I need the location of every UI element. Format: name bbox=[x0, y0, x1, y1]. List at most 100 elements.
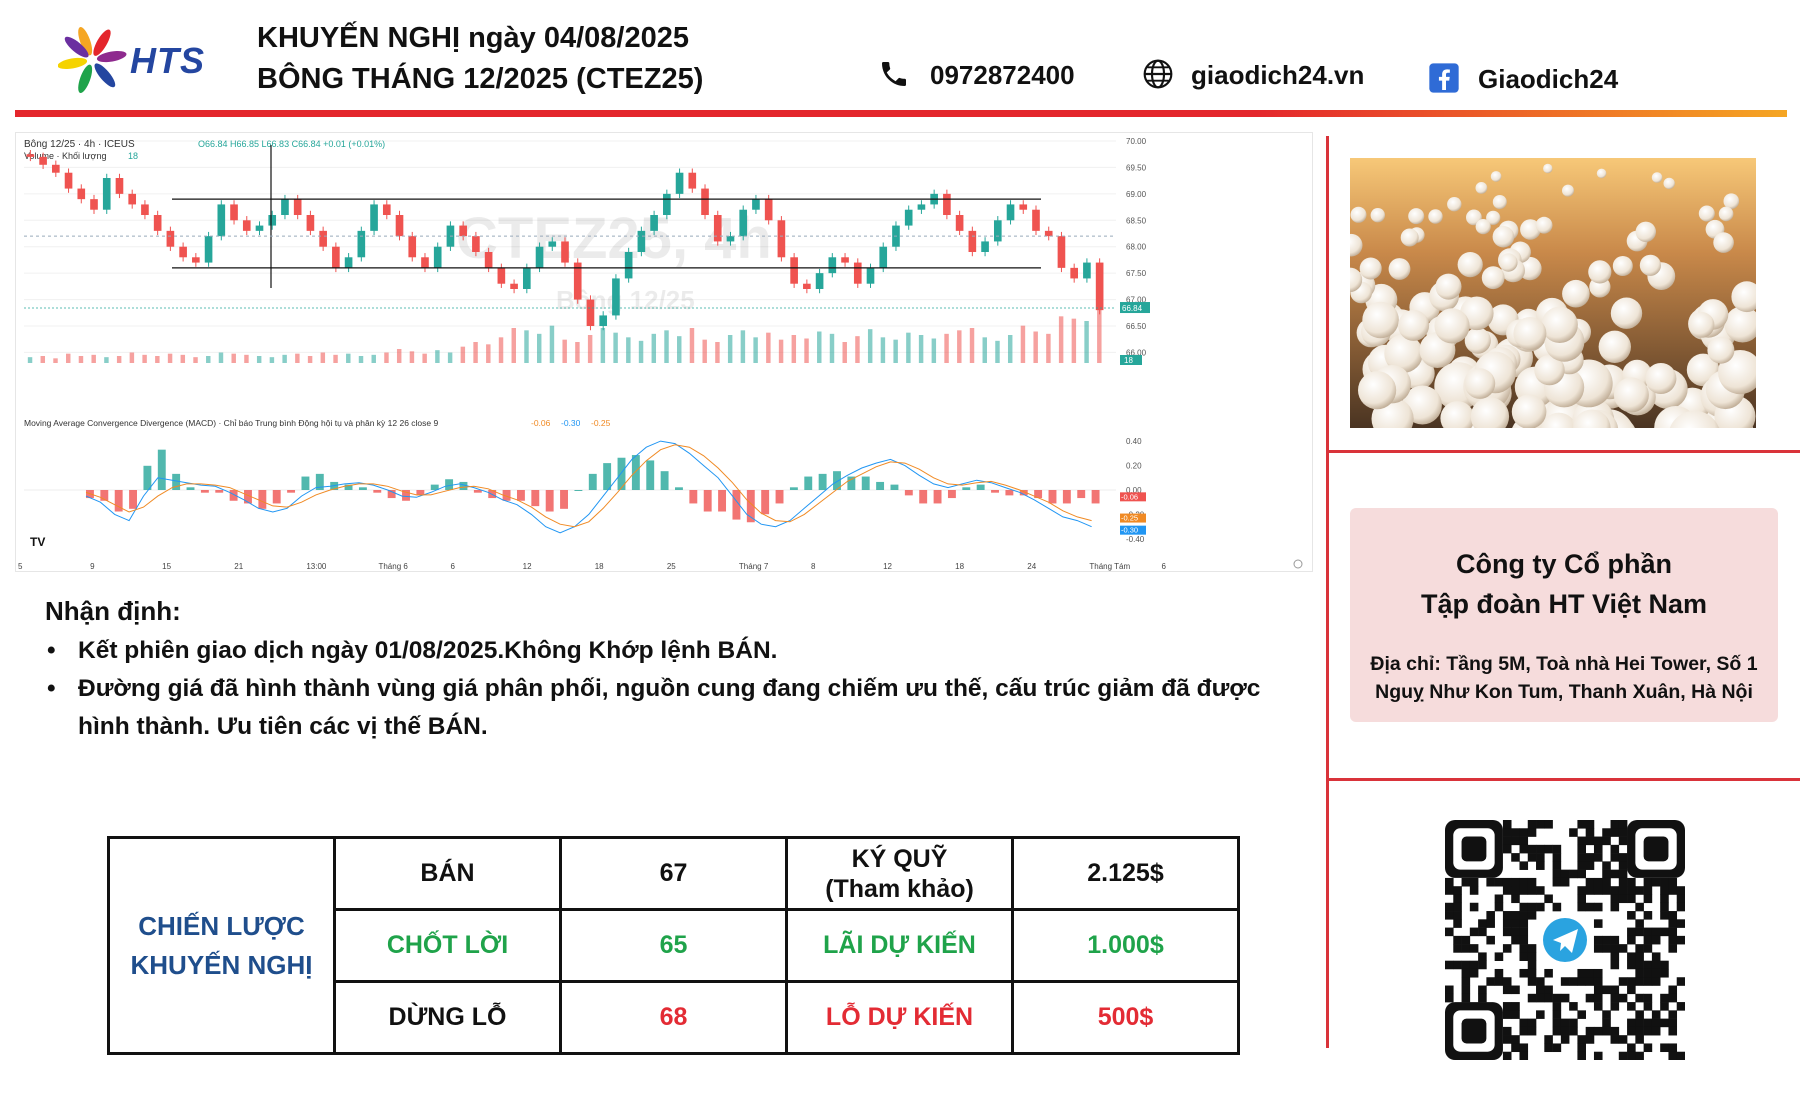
cotton-ball bbox=[1388, 258, 1411, 280]
qr-module bbox=[1618, 1035, 1628, 1044]
qr-module bbox=[1593, 844, 1603, 854]
qr-module bbox=[1651, 1026, 1661, 1036]
cotton-ball bbox=[1513, 317, 1547, 350]
qr-module bbox=[1643, 1043, 1653, 1053]
cotton-ball bbox=[1562, 279, 1590, 308]
macd-histogram-bar bbox=[1034, 490, 1043, 499]
price-tick-label: 69.50 bbox=[1126, 163, 1147, 172]
telegram-qr-code[interactable] bbox=[1445, 820, 1686, 1061]
volume-bar bbox=[715, 342, 720, 363]
candle-body bbox=[522, 267, 531, 289]
cotton-ball bbox=[1713, 232, 1734, 253]
qr-module bbox=[1527, 820, 1537, 829]
candle-body bbox=[981, 241, 989, 252]
qr-module bbox=[1527, 968, 1537, 978]
cotton-ball bbox=[1511, 394, 1547, 428]
chart-watermark: CTEZ25, 4h bbox=[456, 206, 772, 271]
qr-module bbox=[1660, 968, 1669, 978]
qr-module bbox=[1635, 944, 1644, 953]
candle-body bbox=[841, 257, 849, 263]
qr-module bbox=[1552, 853, 1562, 862]
facebook-link[interactable]: Giaodich24 bbox=[1478, 64, 1619, 94]
volume-bar bbox=[740, 330, 746, 363]
volume-bar bbox=[371, 354, 376, 363]
volume-bar bbox=[638, 340, 644, 363]
x-tick-label: 13:00 bbox=[306, 562, 327, 571]
qr-module bbox=[1461, 960, 1471, 970]
qr-module bbox=[1519, 1051, 1529, 1061]
macd-tick-label: 0.40 bbox=[1126, 437, 1142, 446]
volume-bar bbox=[689, 328, 695, 363]
cotton-ball bbox=[1724, 306, 1756, 343]
qr-module bbox=[1627, 1018, 1636, 1028]
qr-module bbox=[1668, 1018, 1678, 1028]
macd-histogram-bar bbox=[114, 490, 123, 512]
candle-body bbox=[688, 172, 697, 189]
qr-module bbox=[1552, 861, 1562, 870]
volume-bar bbox=[957, 330, 962, 363]
volume-bar bbox=[1007, 335, 1013, 363]
phone-number[interactable]: 0972872400 bbox=[930, 60, 1075, 90]
qr-module bbox=[1635, 1051, 1644, 1061]
candle-body bbox=[115, 178, 124, 194]
qr-module bbox=[1527, 960, 1537, 970]
qr-module bbox=[1643, 993, 1653, 1003]
candle-body bbox=[408, 236, 417, 258]
volume-bar bbox=[626, 337, 631, 363]
qr-module bbox=[1494, 968, 1504, 978]
volume-bar bbox=[995, 340, 1000, 363]
qr-module bbox=[1585, 968, 1595, 978]
volume-bar bbox=[180, 354, 186, 363]
candle-body bbox=[675, 172, 684, 194]
candle-body bbox=[90, 199, 98, 210]
volume-bar bbox=[944, 333, 949, 363]
phone-icon bbox=[882, 62, 906, 86]
volume-bar bbox=[282, 354, 287, 363]
macd-histogram-bar bbox=[445, 479, 454, 490]
analysis-title: Nhận định: bbox=[45, 596, 181, 626]
settings-icon[interactable] bbox=[1293, 559, 1303, 569]
price-tick-label: 66.50 bbox=[1126, 322, 1147, 331]
price-tick-label: 69.00 bbox=[1126, 190, 1147, 199]
website-link[interactable]: giaodich24.vn bbox=[1191, 60, 1365, 90]
cotton-ball bbox=[1490, 171, 1502, 182]
macd-histogram-bar bbox=[272, 490, 281, 504]
qr-module bbox=[1519, 861, 1529, 870]
macd-histogram-bar bbox=[258, 490, 267, 509]
qr-module bbox=[1519, 1043, 1529, 1053]
cotton-ball bbox=[1499, 253, 1518, 272]
table-row: DỪNG LỖ 68 LỖ DỰ KIẾN 500$ bbox=[109, 980, 1240, 1055]
qr-module bbox=[1660, 1002, 1669, 1011]
macd-histogram-bar bbox=[200, 490, 209, 493]
sell-label: BÁN bbox=[333, 836, 562, 911]
x-tick-label: Tháng 6 bbox=[378, 562, 408, 571]
expected-loss-value: 500$ bbox=[1011, 980, 1240, 1055]
candle-body bbox=[102, 178, 111, 210]
cotton-ball bbox=[1543, 163, 1553, 174]
price-chart[interactable]: Bông 12/25 · 4h · ICEUS O66.84 H66.85 L6… bbox=[15, 132, 1313, 572]
volume-bar bbox=[231, 353, 236, 363]
qr-module bbox=[1552, 1043, 1562, 1053]
margin-value: 2.125$ bbox=[1011, 836, 1240, 911]
qr-module bbox=[1569, 1026, 1578, 1036]
volume-bar bbox=[969, 328, 975, 363]
macd-histogram-bar bbox=[646, 460, 655, 490]
volume-bar bbox=[346, 353, 351, 363]
macd-histogram-bar bbox=[746, 490, 755, 523]
company-name-line1: Công ty Cổ phần bbox=[1456, 549, 1672, 579]
qr-module bbox=[1651, 1010, 1661, 1019]
volume-bar bbox=[1084, 321, 1089, 363]
chart-symbol: Bông 12/25 · 4h · ICEUS bbox=[24, 139, 135, 150]
qr-module bbox=[1660, 993, 1669, 1003]
qr-module bbox=[1519, 911, 1529, 920]
cotton-ball bbox=[1612, 256, 1633, 276]
cotton-ball bbox=[1688, 312, 1715, 338]
candle-body bbox=[395, 215, 404, 237]
candle-body bbox=[828, 257, 837, 274]
qr-module bbox=[1610, 935, 1620, 945]
volume-badge-value: 18 bbox=[1124, 356, 1133, 365]
qr-module bbox=[1569, 1002, 1578, 1011]
qr-module bbox=[1627, 886, 1636, 895]
qr-module bbox=[1585, 861, 1595, 870]
volume-bar bbox=[1058, 316, 1064, 363]
